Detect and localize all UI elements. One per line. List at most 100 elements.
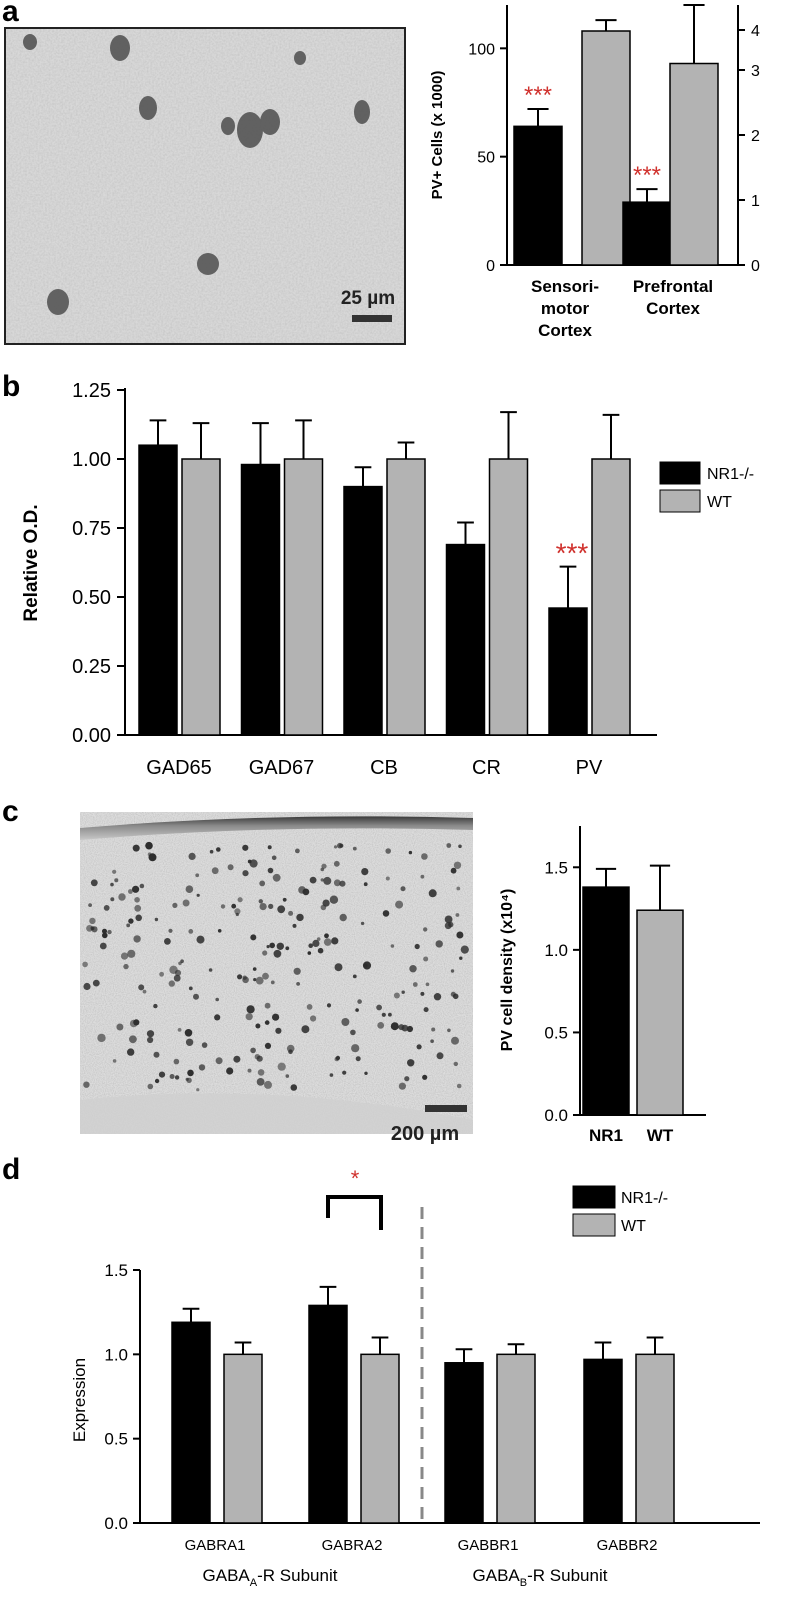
significance-marker: *** [524, 82, 552, 109]
pv-cell-dot [182, 899, 190, 907]
pv-cell-dot [357, 999, 362, 1004]
pv-cell-dot [177, 1028, 182, 1032]
bar-wt [488, 458, 529, 736]
pv-cell-dot [107, 929, 112, 935]
group-title-base: GABA [473, 1566, 521, 1585]
bar-nr1 [308, 1304, 348, 1524]
pv-cell-dot [423, 927, 428, 932]
pv-cell-dot [217, 929, 222, 933]
pv-cell-dot [326, 1003, 332, 1008]
bar-wt [581, 30, 631, 266]
pv-cell-dot [317, 947, 324, 954]
panel-label-d: d [2, 1153, 21, 1186]
pv-cell-dot [337, 842, 343, 849]
pv-cell-dot [420, 991, 425, 996]
pv-cell-dot [188, 929, 194, 934]
bar-wt [636, 909, 684, 1116]
pv-cell-dot [333, 879, 341, 887]
legend-label: NR1-/- [621, 1190, 668, 1207]
pv-cell-dot [351, 1044, 360, 1053]
pv-cell-dot [188, 852, 196, 861]
pv-cell-dot [134, 904, 142, 912]
pv-cell-dot [90, 926, 95, 931]
pv-cell-dot [288, 910, 294, 916]
pv-cell-dot [320, 867, 325, 872]
pv-cell-dot [306, 1004, 313, 1010]
panel-label-a: a [2, 0, 19, 28]
pv-cell-dot [103, 905, 110, 911]
pv-cell-dot [453, 861, 462, 869]
pv-cell-dot [296, 913, 304, 922]
pv-cell-dot [245, 1013, 253, 1021]
y-tick-label-right: 0 [751, 258, 760, 275]
pv-cell-dot [247, 1068, 252, 1073]
pv-cell-dot [164, 938, 171, 945]
pv-cell-dot [173, 1058, 180, 1065]
pv-cell-dot [127, 1048, 135, 1056]
bar-nr1 [583, 1358, 623, 1524]
y-tick-label: 0.0 [104, 1514, 128, 1533]
x-category-label: Prefrontal [633, 277, 713, 296]
pv-cell-dot [329, 1073, 334, 1077]
pv-cell-dot [132, 885, 140, 893]
y-tick-label-right: 3 [751, 63, 760, 80]
pv-cell-dot [135, 914, 142, 922]
pv-cell-dot [414, 943, 420, 950]
pv-cell-dot [307, 951, 312, 955]
pv-cell-dot [376, 1004, 382, 1011]
pv-cell-dot [153, 1003, 158, 1009]
pv-cell-dot [266, 945, 270, 949]
pv-cell-dot [444, 915, 453, 924]
pv-cell-dot [406, 1025, 413, 1033]
pv-cell-dot [398, 1082, 406, 1090]
pv-cell-dot [382, 910, 390, 917]
bar-wt [591, 458, 631, 736]
pv-cell-dot [168, 928, 173, 933]
bar-nr1 [138, 444, 178, 736]
pv-cell-dot [129, 1035, 137, 1044]
pv-cell-dot [423, 1007, 429, 1013]
pv-cell-dot [133, 1019, 140, 1026]
pv-cell-dot [293, 967, 301, 975]
legend-swatch [572, 1185, 616, 1209]
pv-cell-dot [321, 863, 327, 869]
pv-cell-dot [216, 847, 221, 852]
pv-cell-dot [139, 883, 145, 889]
bar-wt [496, 1353, 536, 1524]
x-tick-label: CR [472, 757, 501, 779]
pv-cell-dot [97, 1033, 106, 1043]
pv-cell-dot [264, 1020, 270, 1025]
pv-cell-dot [90, 879, 98, 887]
x-category-label: Cortex [538, 321, 592, 340]
pv-cell-dot [86, 925, 93, 932]
pv-cell-dot [409, 965, 417, 973]
pv-cell-dot [159, 971, 165, 977]
pv-cell-dot [288, 1049, 293, 1054]
pv-cell-dot [247, 859, 252, 864]
pv-cell-dot [451, 1036, 459, 1045]
pv-cell-dot [242, 844, 249, 851]
bar-nr1 [240, 463, 281, 736]
pv-cell-dot [355, 1008, 359, 1012]
bar-nr1 [171, 1321, 211, 1524]
pv-cell-dot [255, 1023, 261, 1029]
x-tick-label: GAD65 [146, 757, 212, 779]
pv-cell-dot [435, 940, 443, 948]
pv-cell-dot [145, 841, 153, 850]
pv-cell-dot [421, 853, 428, 860]
pv-cell-dot [127, 889, 133, 894]
significance-marker: *** [556, 538, 589, 569]
pv-cell-dot [329, 895, 339, 904]
pv-cell-dot [444, 922, 452, 930]
pv-cell-dot [83, 1081, 90, 1088]
pv-cell-dot [169, 1074, 175, 1079]
y-tick-label-left: 50 [477, 150, 495, 167]
pv-cell-dot [456, 886, 461, 891]
bar-wt [669, 62, 719, 266]
pv-cell-dot [188, 986, 193, 991]
pv-cell-dot [433, 993, 442, 1001]
pv-cell-dot [355, 1056, 361, 1062]
y-tick-label: 0.5 [104, 1430, 128, 1449]
pv-cell-dot [362, 961, 372, 970]
pv-cell-dot [92, 979, 100, 987]
